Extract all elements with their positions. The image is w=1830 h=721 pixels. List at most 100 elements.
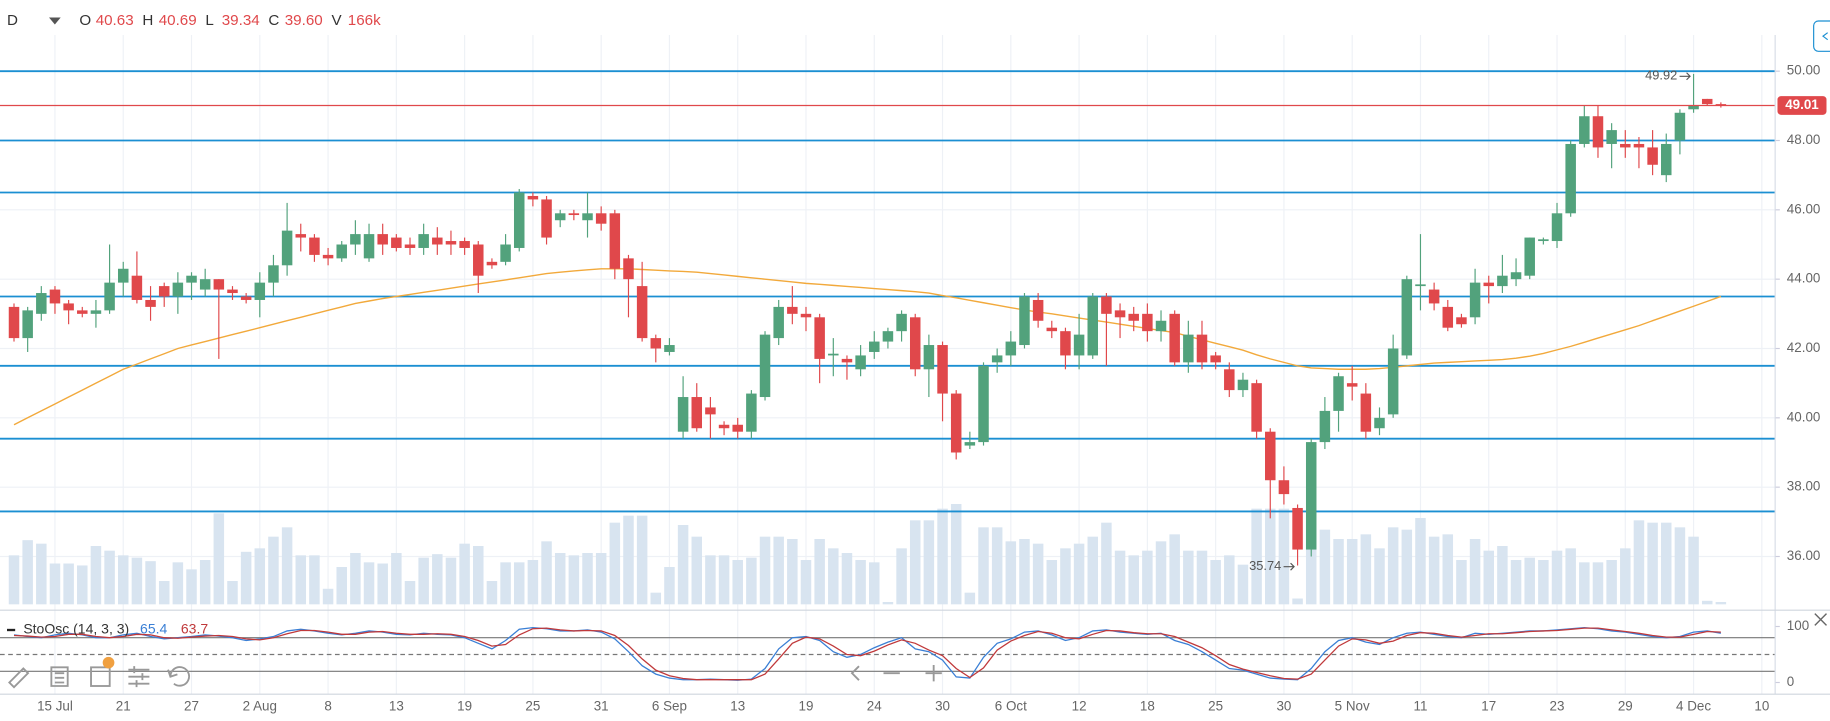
candle-body [1456, 317, 1467, 325]
volume-bar [664, 567, 675, 605]
last-price-badge [1777, 96, 1827, 115]
close-pane[interactable] [1814, 613, 1827, 626]
side-panel-tab[interactable] [1813, 20, 1830, 52]
candle-body [664, 345, 675, 352]
candle-body [1073, 334, 1085, 356]
volume-bar [527, 560, 539, 605]
candle-body [418, 234, 429, 248]
candle-body [172, 282, 184, 297]
candle-body [1224, 369, 1235, 391]
zoom-in[interactable] [925, 665, 942, 682]
candle-body [1346, 383, 1358, 387]
candle-body [336, 244, 347, 259]
candle-body [978, 365, 989, 443]
ohlc-label: O [79, 12, 91, 29]
volume-bar [1032, 543, 1044, 605]
volume-bar [8, 555, 20, 605]
candle-body [1401, 279, 1413, 356]
volume-bar [473, 546, 484, 605]
candle-body [787, 306, 798, 314]
volume-bar [158, 581, 170, 605]
candle-body [1319, 410, 1331, 443]
undo-icon[interactable] [167, 666, 190, 687]
candle-body [240, 296, 252, 300]
candle-body [1387, 348, 1399, 415]
volume-bar [1387, 527, 1399, 605]
volume-bar [1101, 522, 1112, 605]
low-annotation: 35.74 [1249, 558, 1281, 573]
volume-bar [1510, 560, 1522, 605]
candle-body [1292, 507, 1303, 550]
candle-body [281, 230, 293, 266]
candle-body [718, 424, 730, 429]
volume-bar [1333, 539, 1344, 605]
volume-bar [677, 525, 689, 605]
stoch-y-tick-label: 100 [1787, 618, 1809, 633]
volume-bar [186, 569, 197, 605]
candle-body [1483, 282, 1494, 287]
list-icon[interactable] [50, 666, 69, 687]
volume-bar [1251, 508, 1262, 605]
interval[interactable]: D [7, 12, 18, 29]
ohlc-label: H [142, 12, 153, 29]
candle-body [145, 299, 156, 307]
candle-body [677, 397, 689, 432]
volume-bar [49, 563, 61, 605]
volume-bar [145, 561, 156, 605]
volume-bar [240, 551, 252, 605]
volume-bar [746, 557, 757, 605]
volume-bar [1620, 548, 1631, 605]
candle-body [363, 234, 375, 259]
candle-body [527, 195, 539, 200]
candle-body [1305, 442, 1317, 550]
interval-dropdown[interactable] [49, 17, 61, 25]
volume-bar [1415, 518, 1426, 605]
candle-body [227, 289, 238, 294]
side-panel-arrow[interactable] [1822, 32, 1829, 41]
candle-body [1032, 299, 1044, 321]
volume-bar [350, 553, 361, 605]
candle-body [199, 279, 211, 290]
candle-body [896, 313, 907, 332]
pencil-icon[interactable] [8, 667, 30, 689]
volume-bar [1633, 520, 1645, 605]
x-tick-label: 6 Oct [995, 699, 1027, 714]
stoch-d-line [13, 627, 1721, 681]
candle-body [459, 241, 470, 248]
volume-bar [1674, 527, 1686, 605]
scroll-left[interactable] [850, 665, 860, 681]
volume-bar [541, 541, 552, 605]
volume-bar [1142, 550, 1153, 605]
candle-body [404, 244, 416, 248]
candle-body [541, 199, 552, 238]
ohlc-value: 40.69 [159, 12, 197, 29]
candle-body [1647, 147, 1658, 165]
candle-body [595, 213, 607, 224]
volume-bar [1196, 550, 1208, 605]
volume-bar [77, 565, 88, 605]
candle-body [1210, 355, 1221, 363]
candle-body [1688, 105, 1699, 110]
volume-bar [1483, 550, 1494, 605]
ohlc-label: L [205, 12, 213, 29]
price-layer [0, 73, 1776, 566]
volume-bar [172, 562, 184, 605]
settings-icon[interactable] [128, 666, 150, 688]
volume-bar [227, 581, 238, 605]
candle-body [623, 258, 634, 280]
candle-body [1142, 313, 1153, 332]
volume-bar [1661, 522, 1672, 605]
candle-body [650, 338, 662, 349]
volume-bar [1114, 550, 1126, 605]
volume-bar [1592, 562, 1604, 605]
volume-bar [1346, 539, 1358, 605]
candle-body [1114, 310, 1126, 318]
candle-body [705, 407, 716, 415]
volume-bar [1579, 562, 1590, 605]
last-price-label: 49.01 [1785, 97, 1819, 112]
x-tick-label: 21 [116, 699, 131, 714]
candle-body [117, 268, 129, 283]
alerts-icon[interactable] [90, 666, 111, 687]
stoch-y-tick-label: 0 [1787, 674, 1794, 689]
